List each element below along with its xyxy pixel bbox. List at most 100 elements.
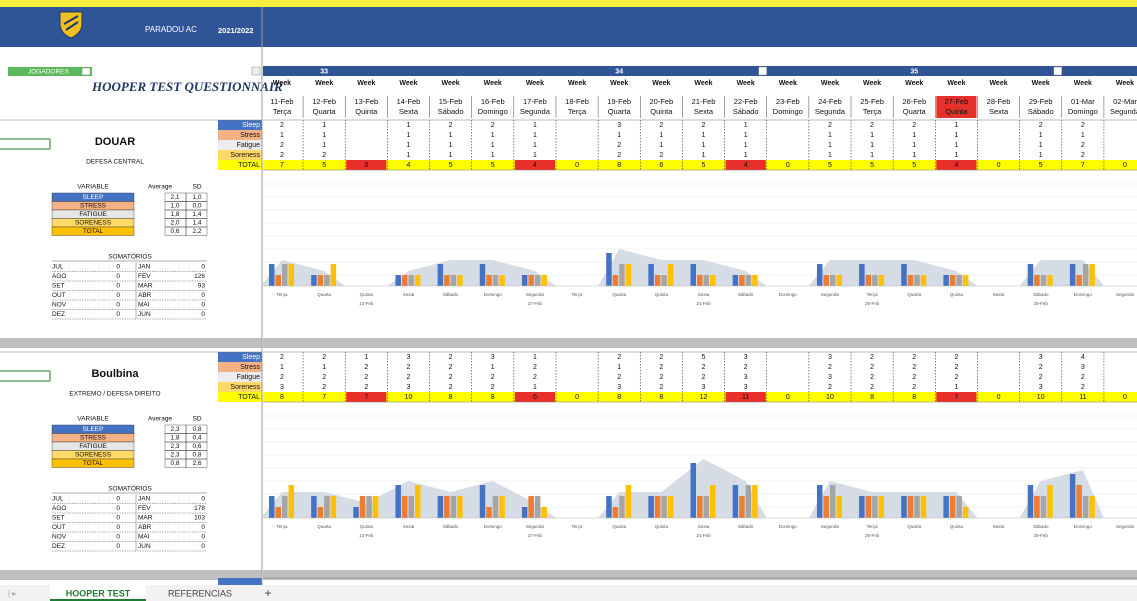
bar	[534, 275, 541, 286]
month: SET	[52, 515, 65, 522]
bar	[1069, 264, 1076, 286]
total-highlight	[725, 392, 766, 402]
players-button-label[interactable]: JOGADORES	[28, 69, 69, 76]
month: FEV	[138, 273, 151, 280]
stats-sd: 2,6	[192, 460, 201, 467]
filter-dropdown	[1053, 66, 1063, 76]
block-separator	[0, 338, 262, 348]
cell-value: 1	[744, 142, 748, 149]
bar	[288, 264, 294, 286]
date: 29-Feb	[1029, 97, 1053, 106]
cell-value: 2	[828, 384, 832, 391]
month-sum: 0	[116, 264, 120, 271]
total-value: 8	[870, 394, 874, 401]
cell-value: 5	[702, 354, 706, 361]
total-value: 8	[617, 394, 621, 401]
cell-value: 1	[912, 152, 916, 159]
date: 13-Feb	[354, 97, 378, 106]
cell-value: 1	[491, 152, 495, 159]
total-value: 0	[575, 162, 579, 169]
date: 27-Feb	[945, 97, 969, 106]
month-sum: 0	[201, 524, 205, 531]
tab-label[interactable]: HOOPER TEST	[66, 588, 131, 598]
cell-value: 3	[406, 384, 410, 391]
cell-value: 1	[491, 132, 495, 139]
chart-weekday: Terça	[867, 524, 879, 529]
bar	[288, 485, 294, 518]
bar	[1076, 485, 1082, 518]
variable-cell	[218, 352, 262, 362]
tab-bar	[0, 585, 1137, 601]
month: FEV	[138, 505, 151, 512]
frozen-pane: DOUAR DEFESA CENTRAL Sleep Stress Fatigue Sor…	[0, 66, 262, 585]
cell-value: 1	[533, 142, 537, 149]
bar	[528, 275, 534, 286]
stats-header: Average	[148, 416, 172, 423]
chart-weekday: Sexta	[698, 292, 710, 297]
month-sum: 0	[116, 302, 120, 309]
month: JUL	[52, 496, 64, 503]
active-tab[interactable]	[50, 585, 146, 601]
total-highlight	[514, 160, 555, 170]
weekday: Terça	[568, 107, 587, 116]
total-value: 5	[870, 162, 874, 169]
total-value: 0	[575, 394, 579, 401]
bar	[949, 275, 956, 286]
weekday: Sexta	[694, 107, 714, 116]
club-name: PARADOU AC	[145, 25, 197, 34]
cell-value: 2	[870, 354, 874, 361]
total-value: 8	[449, 394, 453, 401]
total-value: 7	[954, 394, 958, 401]
cell-value: 1	[702, 152, 706, 159]
bar	[528, 496, 534, 518]
bar	[353, 507, 359, 518]
bar	[872, 275, 878, 286]
filter-dropdown[interactable]	[81, 67, 91, 76]
bar	[619, 264, 625, 286]
chart-date: 13-Feb	[359, 533, 374, 538]
cell-value: 2	[280, 142, 284, 149]
week-label: Week	[442, 80, 460, 87]
bar	[372, 496, 379, 518]
cell-value: 3	[1081, 364, 1085, 371]
tab-label[interactable]: REFERENCIAS	[168, 588, 232, 598]
cell-value: 1	[744, 152, 748, 159]
stats-sd: 0,8	[192, 452, 201, 459]
add-tab[interactable]: +	[264, 586, 271, 600]
month: MAI	[138, 302, 150, 309]
filter-dropdown	[758, 66, 767, 76]
tab-nav[interactable]: | ▸	[8, 589, 16, 598]
cell-value: 2	[1039, 374, 1043, 381]
cell-value: 2	[449, 122, 453, 129]
bar	[317, 275, 324, 286]
cell-value: 2	[659, 374, 663, 381]
bar	[395, 275, 401, 286]
weekday: Domingo	[478, 107, 508, 116]
total-highlight	[346, 160, 387, 170]
total-highlight	[514, 392, 555, 402]
month-sum: 0	[201, 302, 205, 309]
players-button[interactable]	[8, 67, 92, 76]
cell-value: 1	[702, 142, 706, 149]
bar	[492, 496, 499, 518]
date: 16-Feb	[481, 97, 505, 106]
week-label: Week	[1074, 80, 1092, 87]
cell-value: 1	[364, 354, 368, 361]
month-sum: 0	[116, 534, 120, 541]
month: JAN	[138, 496, 151, 503]
total-value: 5	[1039, 162, 1043, 169]
total-value: 8	[491, 394, 495, 401]
chart-area	[598, 249, 767, 286]
stats-label: TOTAL	[83, 460, 104, 467]
week-label: Week	[357, 80, 375, 87]
bar	[486, 507, 492, 518]
stats-average: 1,0	[170, 203, 179, 210]
bar	[956, 275, 962, 286]
chart-weekday: Sábado	[1033, 292, 1049, 297]
total-value: 4	[533, 162, 537, 169]
variable-label: Fatigue	[237, 374, 260, 381]
chart-weekday: Segunda	[821, 292, 840, 297]
bar	[606, 253, 612, 286]
cell-value: 2	[912, 384, 916, 391]
cell-value: 2	[1081, 384, 1085, 391]
